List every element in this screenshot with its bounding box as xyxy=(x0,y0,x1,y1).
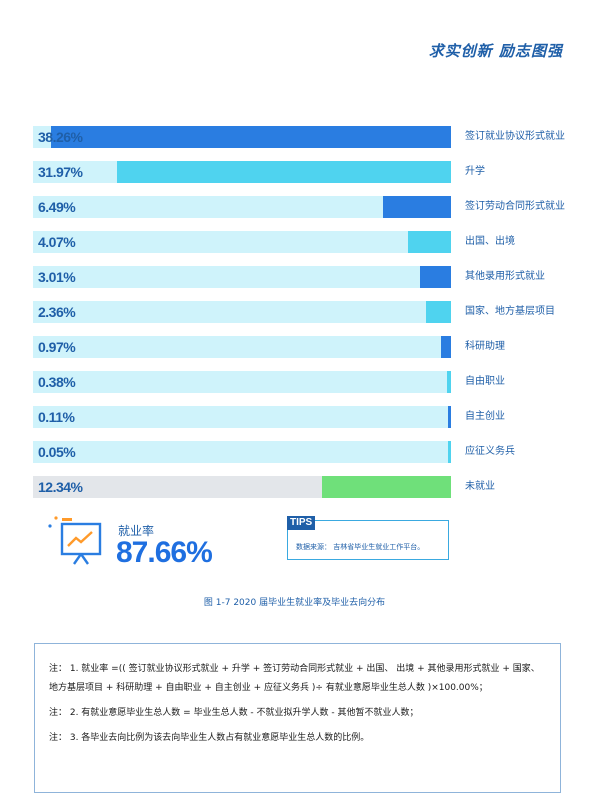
presentation-chart-icon xyxy=(48,516,102,565)
category-label: 科研助理 xyxy=(465,341,505,352)
tips-source-text: 数据来源： 吉林省毕业生就业工作平台。 xyxy=(296,543,425,551)
note-2: 注： 2. 有就业意愿毕业生总人数 = 毕业生总人数 - 不就业拟升学人数 - … xyxy=(49,708,419,718)
employment-bar-chart: 38.26% 签订就业协议形式就业 31.97% 升学 6.49% 签订劳动合同形式就业 4… xyxy=(33,126,565,498)
notes-box: 注： 1. 就业率 =(( 签订就业协议形式就业 + 升学 + 签订劳动合同形式… xyxy=(34,643,561,793)
bar-value-label: 12.34% xyxy=(38,479,83,495)
bar xyxy=(51,126,451,148)
bar-value-label: 38.26% xyxy=(38,129,83,145)
bar-track xyxy=(33,231,451,253)
bar-value-label: 0.97% xyxy=(38,339,76,355)
bar-value-label: 6.49% xyxy=(38,199,76,215)
bar-track xyxy=(33,301,451,323)
bar-value-label: 2.36% xyxy=(38,304,76,320)
bar xyxy=(383,196,451,218)
bar-track xyxy=(33,196,451,218)
category-label: 自主创业 xyxy=(465,411,505,422)
bar xyxy=(440,336,451,358)
note-1: 注： 1. 就业率 =(( 签订就业协议形式就业 + 升学 + 签订劳动合同形式… xyxy=(49,664,540,693)
bar-value-label: 31.97% xyxy=(38,164,83,180)
employment-rate-label: 就业率 xyxy=(118,524,155,538)
category-label: 其他录用形式就业 xyxy=(465,271,545,282)
bar xyxy=(447,371,451,393)
bar-track xyxy=(33,406,451,428)
category-label: 升学 xyxy=(465,166,485,177)
motto: 求实创新 励志图强 xyxy=(428,42,563,60)
bar xyxy=(116,161,451,183)
bar-value-label: 0.11% xyxy=(38,409,75,425)
category-label: 未就业 xyxy=(465,481,495,492)
bar-track xyxy=(33,266,451,288)
bar xyxy=(448,441,451,463)
bar xyxy=(448,406,451,428)
bar-value-label: 0.05% xyxy=(38,444,76,460)
category-label: 国家、地方基层项目 xyxy=(465,306,555,317)
category-label: 签订劳动合同形式就业 xyxy=(465,201,565,212)
bar-track xyxy=(33,336,451,358)
bar-track xyxy=(33,441,451,463)
bar xyxy=(419,266,451,288)
bar xyxy=(426,301,451,323)
bar xyxy=(322,476,451,498)
category-label: 应征义务兵 xyxy=(465,446,515,457)
tips-box xyxy=(287,520,449,560)
bar-value-label: 3.01% xyxy=(38,269,76,285)
bar-value-label: 4.07% xyxy=(38,234,76,250)
category-label: 签订就业协议形式就业 xyxy=(465,131,565,142)
bar-track xyxy=(33,371,451,393)
figure-caption: 图 1-7 2020 届毕业生就业率及毕业去向分布 xyxy=(203,598,386,608)
tips-tag: TIPS xyxy=(287,516,316,530)
category-label: 出国、出境 xyxy=(465,236,515,247)
note-3: 注： 3. 各毕业去向比例为该去向毕业生人数占有就业意愿毕业生总人数的比例。 xyxy=(49,733,370,743)
bar xyxy=(408,231,451,253)
bar-value-label: 0.38% xyxy=(38,374,76,390)
employment-rate-value: 87.66% xyxy=(116,536,213,569)
category-label: 自由职业 xyxy=(465,376,505,387)
